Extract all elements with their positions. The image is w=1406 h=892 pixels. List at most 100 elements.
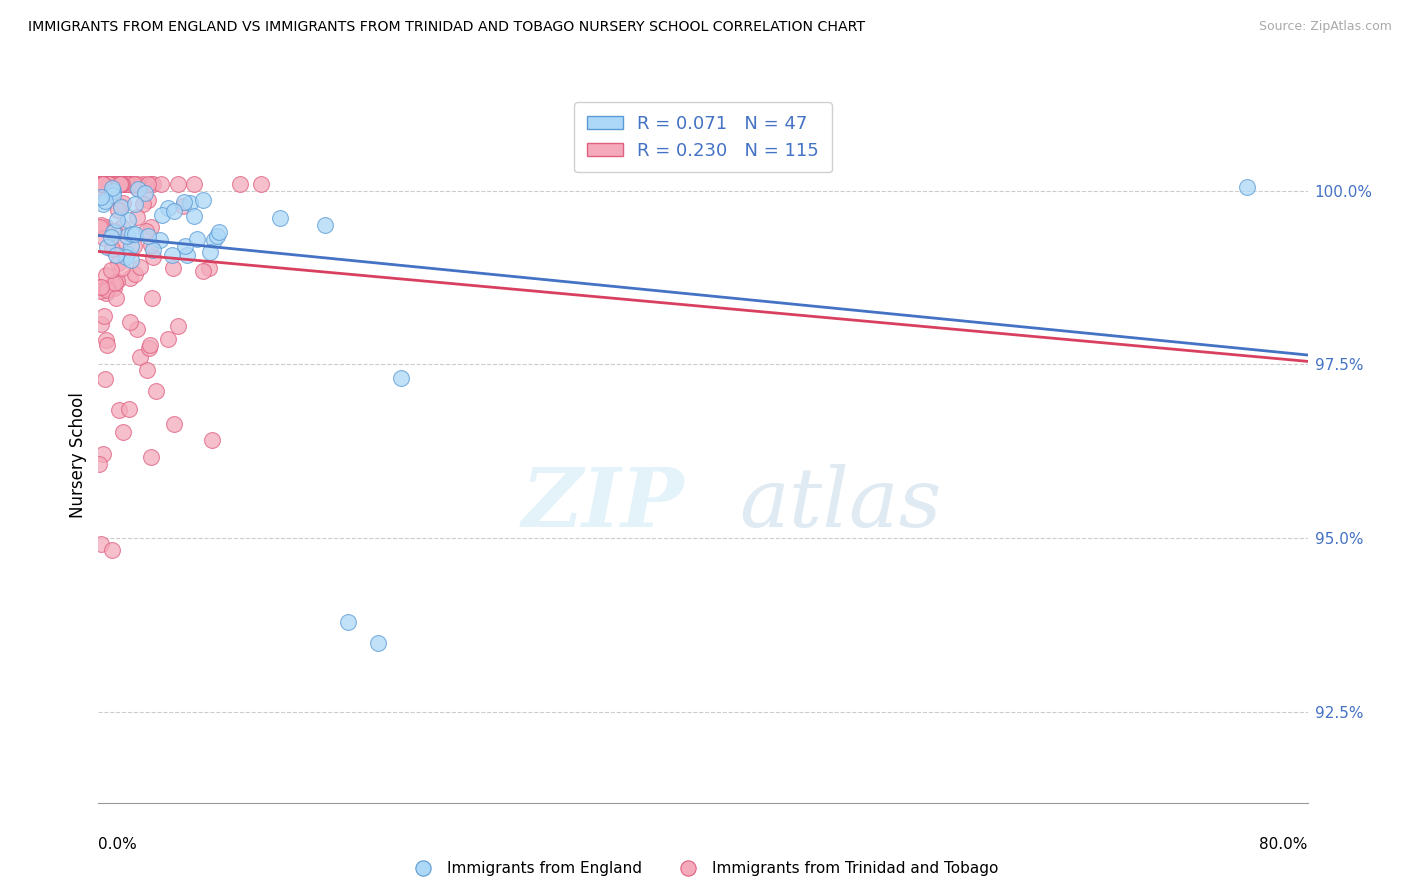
Point bbox=[120, 252, 142, 267]
Point bbox=[142, 250, 165, 264]
Point bbox=[89, 284, 111, 298]
Point bbox=[111, 177, 134, 191]
Point bbox=[162, 261, 184, 276]
Point bbox=[90, 317, 112, 331]
Point bbox=[124, 196, 146, 211]
Point bbox=[90, 177, 112, 191]
Text: 80.0%: 80.0% bbox=[1260, 837, 1308, 852]
Point bbox=[90, 177, 112, 191]
Point bbox=[118, 271, 141, 285]
Point bbox=[135, 224, 157, 238]
Legend: R = 0.071   N = 47, R = 0.230   N = 115: R = 0.071 N = 47, R = 0.230 N = 115 bbox=[574, 103, 832, 172]
Point bbox=[136, 228, 159, 243]
Point bbox=[89, 220, 111, 235]
Point bbox=[127, 182, 149, 196]
Point bbox=[191, 264, 214, 278]
Point bbox=[132, 197, 155, 211]
Point bbox=[104, 177, 127, 191]
Point bbox=[124, 267, 146, 281]
Point bbox=[163, 417, 186, 431]
Point bbox=[93, 231, 115, 245]
Point bbox=[118, 314, 141, 328]
Point bbox=[141, 450, 163, 464]
Point bbox=[90, 187, 112, 202]
Point bbox=[142, 177, 165, 191]
Point bbox=[96, 283, 118, 297]
Text: ZIP: ZIP bbox=[522, 464, 685, 543]
Point bbox=[118, 401, 141, 416]
Point bbox=[104, 292, 127, 306]
Point bbox=[111, 425, 134, 439]
Point bbox=[98, 177, 121, 191]
Point bbox=[90, 177, 112, 191]
Point bbox=[183, 210, 205, 224]
Point bbox=[115, 177, 138, 191]
Point bbox=[93, 177, 115, 191]
Text: IMMIGRANTS FROM ENGLAND VS IMMIGRANTS FROM TRINIDAD AND TOBAGO NURSERY SCHOOL CO: IMMIGRANTS FROM ENGLAND VS IMMIGRANTS FR… bbox=[28, 20, 865, 34]
Point bbox=[94, 177, 117, 191]
Point bbox=[97, 177, 120, 191]
Point bbox=[142, 243, 165, 257]
Text: atlas: atlas bbox=[740, 464, 942, 543]
Point bbox=[121, 177, 143, 191]
Point bbox=[200, 244, 222, 259]
Point bbox=[107, 255, 129, 269]
Point bbox=[107, 177, 129, 191]
Point bbox=[103, 224, 125, 238]
Point bbox=[269, 211, 291, 226]
Point bbox=[141, 177, 163, 191]
Point bbox=[89, 458, 111, 472]
Point bbox=[96, 280, 118, 294]
Point bbox=[125, 177, 148, 191]
Point bbox=[103, 177, 125, 191]
Legend: Immigrants from England, Immigrants from Trinidad and Tobago: Immigrants from England, Immigrants from… bbox=[401, 855, 1005, 882]
Point bbox=[100, 262, 122, 277]
Point bbox=[101, 225, 124, 239]
Point bbox=[108, 177, 131, 191]
Point bbox=[101, 187, 124, 202]
Point bbox=[172, 199, 194, 213]
Point bbox=[101, 181, 124, 195]
Point bbox=[94, 333, 117, 347]
Point bbox=[90, 280, 112, 294]
Point bbox=[115, 250, 138, 264]
Point bbox=[93, 187, 115, 202]
Point bbox=[105, 177, 128, 191]
Point bbox=[89, 279, 111, 293]
Point bbox=[110, 200, 132, 214]
Point bbox=[111, 260, 134, 275]
Point bbox=[110, 199, 132, 213]
Point bbox=[167, 318, 190, 333]
Point bbox=[141, 220, 163, 235]
Point bbox=[167, 177, 190, 191]
Point bbox=[112, 177, 135, 191]
Point bbox=[94, 286, 117, 301]
Point bbox=[367, 636, 389, 650]
Point bbox=[101, 177, 124, 191]
Point bbox=[314, 219, 336, 233]
Text: 0.0%: 0.0% bbox=[98, 837, 138, 852]
Point bbox=[156, 332, 179, 346]
Point bbox=[117, 213, 139, 227]
Point bbox=[228, 177, 250, 191]
Point bbox=[91, 196, 114, 211]
Point bbox=[173, 238, 195, 252]
Point bbox=[105, 248, 128, 262]
Point bbox=[107, 203, 129, 218]
Point bbox=[98, 177, 121, 191]
Point bbox=[103, 281, 125, 295]
Point bbox=[136, 193, 159, 207]
Point bbox=[129, 351, 152, 365]
Point bbox=[90, 190, 112, 204]
Point bbox=[98, 177, 121, 191]
Point bbox=[90, 177, 112, 191]
Point bbox=[100, 230, 122, 244]
Point bbox=[125, 180, 148, 194]
Point bbox=[107, 177, 129, 191]
Text: Source: ZipAtlas.com: Source: ZipAtlas.com bbox=[1258, 20, 1392, 33]
Point bbox=[111, 177, 134, 191]
Point bbox=[336, 615, 359, 629]
Point bbox=[110, 177, 132, 191]
Point bbox=[150, 177, 173, 191]
Point bbox=[389, 371, 412, 385]
